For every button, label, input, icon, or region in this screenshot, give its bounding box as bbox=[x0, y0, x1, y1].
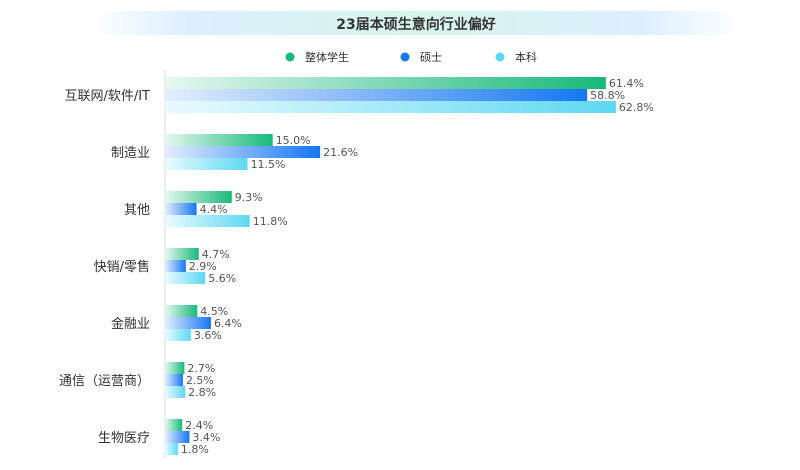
bar-2-3 bbox=[165, 158, 248, 170]
bar-4-3 bbox=[165, 272, 206, 284]
bar-3-2 bbox=[165, 203, 197, 215]
bar-6-1 bbox=[165, 362, 185, 374]
legend-swatch-1 bbox=[285, 52, 295, 62]
value-label-6-1: 2.7% bbox=[187, 362, 215, 375]
value-label-7-1: 2.4% bbox=[185, 419, 213, 432]
bar-4-2 bbox=[165, 260, 186, 272]
legend-swatch-2 bbox=[400, 52, 410, 62]
value-label-2-2: 21.6% bbox=[323, 146, 358, 159]
value-label-5-2: 6.4% bbox=[214, 317, 242, 330]
value-label-4-3: 5.6% bbox=[208, 272, 236, 285]
category-label-2: 制造业 bbox=[111, 146, 150, 161]
bar-1-3 bbox=[165, 101, 616, 113]
bar-2-1 bbox=[165, 134, 273, 146]
title-background bbox=[90, 11, 740, 35]
value-label-3-2: 4.4% bbox=[200, 203, 228, 216]
value-label-7-2: 3.4% bbox=[192, 431, 220, 444]
value-label-4-2: 2.9% bbox=[189, 260, 217, 273]
value-label-4-1: 4.7% bbox=[202, 248, 230, 261]
legend-swatch-3 bbox=[495, 52, 505, 62]
bar-7-3 bbox=[165, 443, 178, 455]
bar-7-1 bbox=[165, 419, 183, 431]
bar-7-2 bbox=[165, 431, 190, 443]
bar-2-2 bbox=[165, 146, 321, 158]
bar-3-1 bbox=[165, 191, 232, 203]
category-label-7: 生物医疗 bbox=[98, 431, 150, 446]
bar-5-1 bbox=[165, 305, 198, 317]
category-label-4: 快销/零售 bbox=[94, 259, 150, 275]
value-label-2-3: 11.5% bbox=[251, 158, 286, 171]
bar-6-3 bbox=[165, 386, 186, 398]
bar-5-2 bbox=[165, 317, 211, 329]
bar-5-3 bbox=[165, 329, 191, 341]
value-label-2-1: 15.0% bbox=[276, 134, 311, 147]
bar-6-2 bbox=[165, 374, 183, 386]
bar-1-2 bbox=[165, 89, 588, 101]
category-label-6: 通信（运营商） bbox=[59, 374, 150, 389]
value-label-5-3: 3.6% bbox=[194, 329, 222, 342]
legend-label-3: 本科 bbox=[515, 50, 537, 64]
bar-4-1 bbox=[165, 248, 199, 260]
legend: 整体学生 硕士 本科 bbox=[285, 50, 537, 64]
value-label-5-1: 4.5% bbox=[200, 305, 228, 318]
value-label-6-3: 2.8% bbox=[188, 386, 216, 399]
bar-3-3 bbox=[165, 215, 250, 227]
value-label-1-2: 58.8% bbox=[590, 89, 625, 102]
value-label-3-1: 9.3% bbox=[235, 191, 263, 204]
value-label-6-2: 2.5% bbox=[186, 374, 214, 387]
value-label-7-3: 1.8% bbox=[181, 443, 209, 456]
value-label-3-3: 11.8% bbox=[253, 215, 288, 228]
category-label-3: 其他 bbox=[124, 203, 150, 218]
value-label-1-1: 61.4% bbox=[609, 77, 644, 90]
category-label-5: 金融业 bbox=[111, 316, 150, 332]
category-label-1: 互联网/软件/IT bbox=[64, 89, 150, 104]
legend-label-1: 整体学生 bbox=[305, 50, 349, 64]
chart-title: 23届本硕生意向行业偏好 bbox=[336, 16, 495, 33]
legend-label-2: 硕士 bbox=[420, 51, 442, 64]
value-label-1-3: 62.8% bbox=[619, 101, 654, 114]
plot-area: 互联网/软件/IT 61.4%58.8%62.8% 制造业 15.0% 21.6% 11.… bbox=[59, 70, 654, 458]
bar-1-1 bbox=[165, 77, 606, 89]
